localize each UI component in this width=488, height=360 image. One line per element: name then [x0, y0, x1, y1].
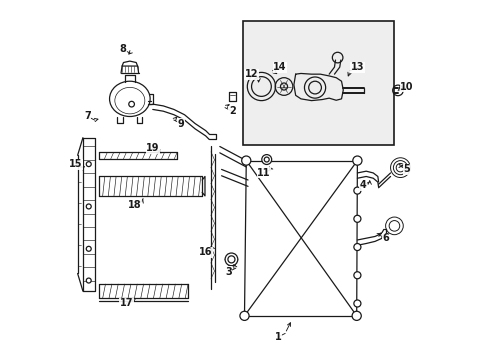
Circle shape: [86, 278, 91, 283]
Text: 7: 7: [84, 112, 91, 121]
Circle shape: [224, 253, 237, 266]
Text: 4: 4: [359, 180, 366, 190]
Text: 3: 3: [225, 267, 231, 277]
Circle shape: [241, 156, 250, 165]
Text: 13: 13: [350, 62, 364, 72]
Text: 15: 15: [69, 159, 82, 169]
Circle shape: [353, 187, 360, 194]
Text: 10: 10: [399, 81, 413, 91]
Text: 9: 9: [177, 118, 184, 129]
Circle shape: [264, 157, 269, 162]
Text: 18: 18: [128, 200, 142, 210]
Text: 2: 2: [228, 106, 235, 116]
Text: 17: 17: [120, 298, 133, 309]
Text: 11: 11: [257, 168, 270, 178]
Circle shape: [240, 311, 248, 320]
Bar: [242, 21, 394, 145]
Circle shape: [227, 256, 235, 263]
Circle shape: [351, 311, 361, 320]
Circle shape: [353, 215, 360, 222]
Text: 5: 5: [403, 165, 409, 174]
Circle shape: [352, 156, 361, 165]
Text: 14: 14: [272, 62, 286, 72]
Text: 6: 6: [382, 233, 388, 243]
Bar: [242, 21, 394, 145]
Text: 1: 1: [274, 332, 281, 342]
Text: 12: 12: [244, 69, 258, 79]
Circle shape: [86, 246, 91, 251]
Circle shape: [86, 204, 91, 209]
Circle shape: [353, 300, 360, 307]
Circle shape: [353, 272, 360, 279]
Text: 8: 8: [119, 45, 126, 54]
Text: 19: 19: [146, 143, 159, 153]
Circle shape: [261, 154, 271, 165]
Circle shape: [353, 243, 360, 251]
Text: 16: 16: [199, 247, 212, 257]
Circle shape: [86, 162, 91, 167]
